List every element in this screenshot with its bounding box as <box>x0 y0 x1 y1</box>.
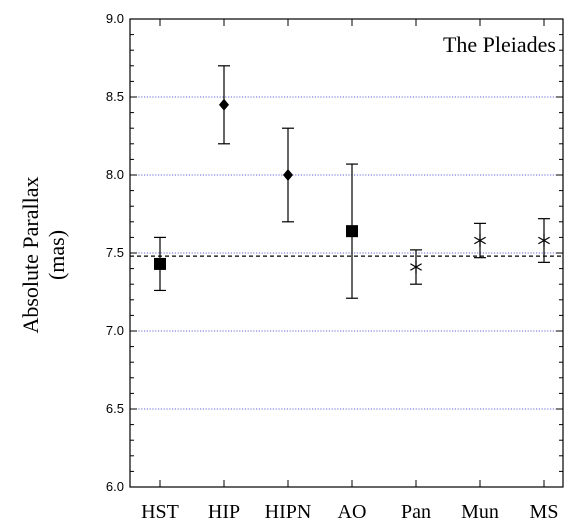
data-point-mun <box>474 222 486 259</box>
data-point-ms <box>538 218 550 263</box>
data-point-pan <box>410 249 422 285</box>
diamond-marker <box>219 98 229 111</box>
data-point-ao <box>346 163 358 299</box>
y-tick-label: 6.0 <box>106 479 124 494</box>
square-marker <box>154 257 166 270</box>
gridlines <box>130 96 563 410</box>
y-axis-label-line2: (mas) <box>44 230 69 280</box>
y-axis-label-line1: Absolute Parallax <box>18 176 43 333</box>
y-tick-label: 7.0 <box>106 323 124 338</box>
x-category-label: AO <box>338 501 367 523</box>
x-category-label: Pan <box>401 501 431 523</box>
x-category-label: HST <box>141 501 179 523</box>
y-tick-label: 9.0 <box>106 11 124 26</box>
data-point-hip <box>218 65 230 145</box>
axis-ticks <box>130 18 563 488</box>
chart-title: The Pleiades <box>443 32 556 57</box>
data-point-hst <box>154 236 166 292</box>
y-tick-label: 8.5 <box>106 89 124 104</box>
data-marks <box>154 65 550 299</box>
y-tick-label: 7.5 <box>106 245 124 260</box>
y-axis-label: Absolute Parallax (mas) <box>18 176 69 333</box>
x-category-labels: HST HIP HIPN AO Pan Mun MS <box>141 501 558 523</box>
asterisk-marker <box>538 236 550 245</box>
y-tick-label: 8.0 <box>106 167 124 182</box>
asterisk-marker <box>474 236 486 245</box>
asterisk-marker <box>410 263 422 271</box>
diamond-marker <box>283 169 293 181</box>
x-category-label: HIPN <box>265 501 312 523</box>
x-category-label: HIP <box>208 501 240 523</box>
y-tick-labels: 6.0 6.5 7.0 7.5 8.0 8.5 9.0 <box>106 11 124 494</box>
x-category-label: MS <box>530 501 559 523</box>
data-point-hipn <box>282 127 294 223</box>
x-category-label: Mun <box>461 501 499 523</box>
square-marker <box>346 225 358 238</box>
y-tick-label: 6.5 <box>106 401 124 416</box>
